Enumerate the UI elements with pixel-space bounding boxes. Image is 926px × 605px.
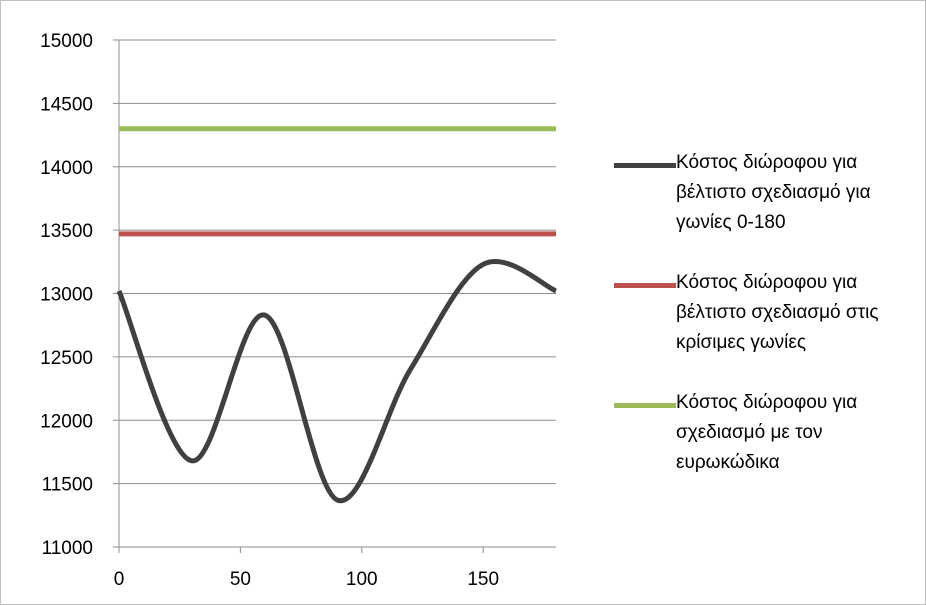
- y-tick-label-13500: 13500: [40, 221, 93, 242]
- x-tick-label-150: 150: [467, 569, 499, 590]
- x-tick-label-100: 100: [346, 569, 378, 590]
- legend-item-optimal-critical-angles: Κόστος διώροφου για βέλτιστο σχεδιασμό σ…: [614, 268, 919, 374]
- y-tick-label-14500: 14500: [40, 94, 93, 115]
- legend-swatch-eurocode: [614, 403, 676, 408]
- y-tick-label-12500: 12500: [40, 348, 93, 369]
- x-tick-label-0: 0: [114, 569, 125, 590]
- legend-label-optimal-critical-angles: Κόστος διώροφου για βέλτιστο σχεδιασμό σ…: [676, 272, 879, 353]
- y-tick-label-14000: 14000: [40, 158, 93, 179]
- legend-item-optimal-all-angles: Κόστος διώροφου για βέλτιστο σχεδιασμό γ…: [614, 148, 919, 254]
- legend: Κόστος διώροφου για βέλτιστο σχεδιασμό γ…: [614, 148, 919, 508]
- y-tick-label-12000: 12000: [40, 411, 93, 432]
- legend-label-optimal-all-angles: Κόστος διώροφου για βέλτιστο σχεδιασμό γ…: [676, 152, 871, 233]
- y-tick-label-15000: 15000: [40, 31, 93, 52]
- legend-item-eurocode: Κόστος διώροφου για σχεδιασμό με τον ευρ…: [614, 388, 919, 494]
- y-tick-label-13000: 13000: [40, 285, 93, 306]
- series-line-optimal-all-angles: [116, 259, 558, 503]
- legend-swatch-optimal-critical-angles: [614, 283, 676, 288]
- legend-swatch-optimal-all-angles: [614, 163, 676, 168]
- y-tick-label-11500: 11500: [42, 475, 93, 496]
- x-tick-label-50: 50: [230, 569, 251, 590]
- legend-label-eurocode: Κόστος διώροφου για σχεδιασμό με τον ευρ…: [676, 392, 858, 473]
- y-tick-label-11000: 11000: [42, 538, 93, 559]
